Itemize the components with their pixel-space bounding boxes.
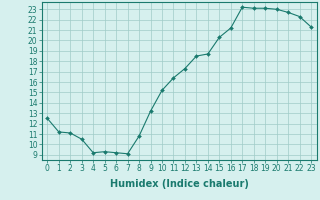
X-axis label: Humidex (Indice chaleur): Humidex (Indice chaleur)	[110, 179, 249, 189]
